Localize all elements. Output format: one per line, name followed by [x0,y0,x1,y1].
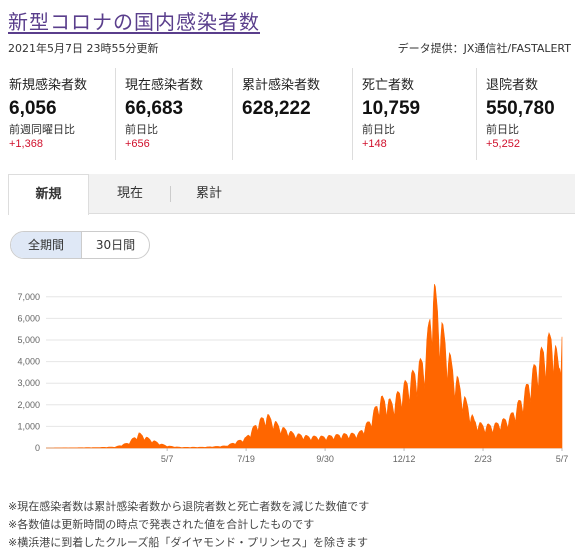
range-all-button[interactable]: 全期間 [11,232,82,258]
chart-plot [46,283,563,449]
tab-new[interactable]: 新規 [8,174,89,215]
stat-sub: 前日比 [362,123,395,136]
range-toggle: 全期間 30日間 [10,231,150,259]
stat-value: 550,780 [486,98,555,119]
y-tick-label: 2,000 [17,400,40,410]
y-tick-label: 5,000 [17,335,40,345]
updated-timestamp: 2021年5月7日 23時55分更新 [8,42,159,55]
stat-sub: 前日比 [125,123,158,136]
new-cases-chart: 0 1,000 2,000 3,000 4,000 5,000 6,000 7,000 5/7… [17,283,569,464]
stats-row: 新規感染者数 6,056 前週同曜日比 +1,368 現在感染者数 66,683… [0,68,577,160]
x-tick-label: 9/30 [316,454,334,464]
stat-sub: 前日比 [486,123,519,136]
stat-label: 退院者数 [486,78,539,93]
x-tick-label: 7/19 [237,454,255,464]
stat-deaths: 死亡者数 10,759 前日比 +148 [352,68,476,160]
stat-value: 628,222 [242,98,311,119]
y-tick-label: 7,000 [17,292,40,302]
footnote: ※横浜港に到着したクルーズ船「ダイヤモンド・プリンセス」を除きます [8,536,369,549]
stat-label: 死亡者数 [362,78,415,93]
page-title[interactable]: 新型コロナの国内感染者数 [8,10,260,34]
x-tick-label: 5/7 [161,454,174,464]
range-30days-button[interactable]: 30日間 [95,238,136,252]
x-tick-label: 12/12 [393,454,416,464]
footnotes: ※現在感染者数は累計感染者数から退院者数と死亡者数を減じた数値です ※各数値は更… [8,498,369,552]
tab-current[interactable]: 現在 [116,186,143,201]
stat-delta: +148 [362,138,387,150]
y-tick-label: 3,000 [17,378,40,388]
x-axis: 5/7 7/19 9/30 12/12 2/23 5/7 [46,447,569,464]
stat-current-cases: 現在感染者数 66,683 前日比 +656 [115,68,232,160]
series-area-new-cases [46,283,563,449]
tab-total[interactable]: 累計 [195,186,222,201]
stat-value: 10,759 [362,98,421,119]
x-tick-label: 5/7 [556,454,569,464]
y-tick-label: 1,000 [17,421,40,431]
stat-total-cases: 累計感染者数 628,222 [232,68,352,160]
stat-label: 累計感染者数 [242,78,321,93]
stat-delta: +5,252 [486,138,520,150]
chart-tabs: 新規 現在 累計 [8,174,575,215]
y-tick-label: 0 [35,443,40,453]
footnote: ※現在感染者数は累計感染者数から退院者数と死亡者数を減じた数値です [8,500,370,513]
tab-divider [170,186,171,202]
chart-grid [46,296,562,449]
stat-value: 6,056 [9,98,57,119]
stat-label: 現在感染者数 [125,78,204,93]
stat-discharged: 退院者数 550,780 前日比 +5,252 [476,68,577,160]
data-source: データ提供：JX通信社/FASTALERT [397,42,571,55]
x-tick-label: 2/23 [474,454,492,464]
stat-delta: +1,368 [9,138,43,150]
stat-new-cases: 新規感染者数 6,056 前週同曜日比 +1,368 [0,68,115,160]
stat-value: 66,683 [125,98,184,119]
stat-delta: +656 [125,138,150,150]
stat-sub: 前週同曜日比 [9,123,75,136]
y-tick-label: 4,000 [17,357,40,367]
y-tick-label: 6,000 [17,313,40,323]
y-axis: 0 1,000 2,000 3,000 4,000 5,000 6,000 7,000 [17,292,40,453]
stat-label: 新規感染者数 [9,78,88,93]
footnote: ※各数値は更新時間の時点で発表された値を合計したものです [8,518,315,531]
